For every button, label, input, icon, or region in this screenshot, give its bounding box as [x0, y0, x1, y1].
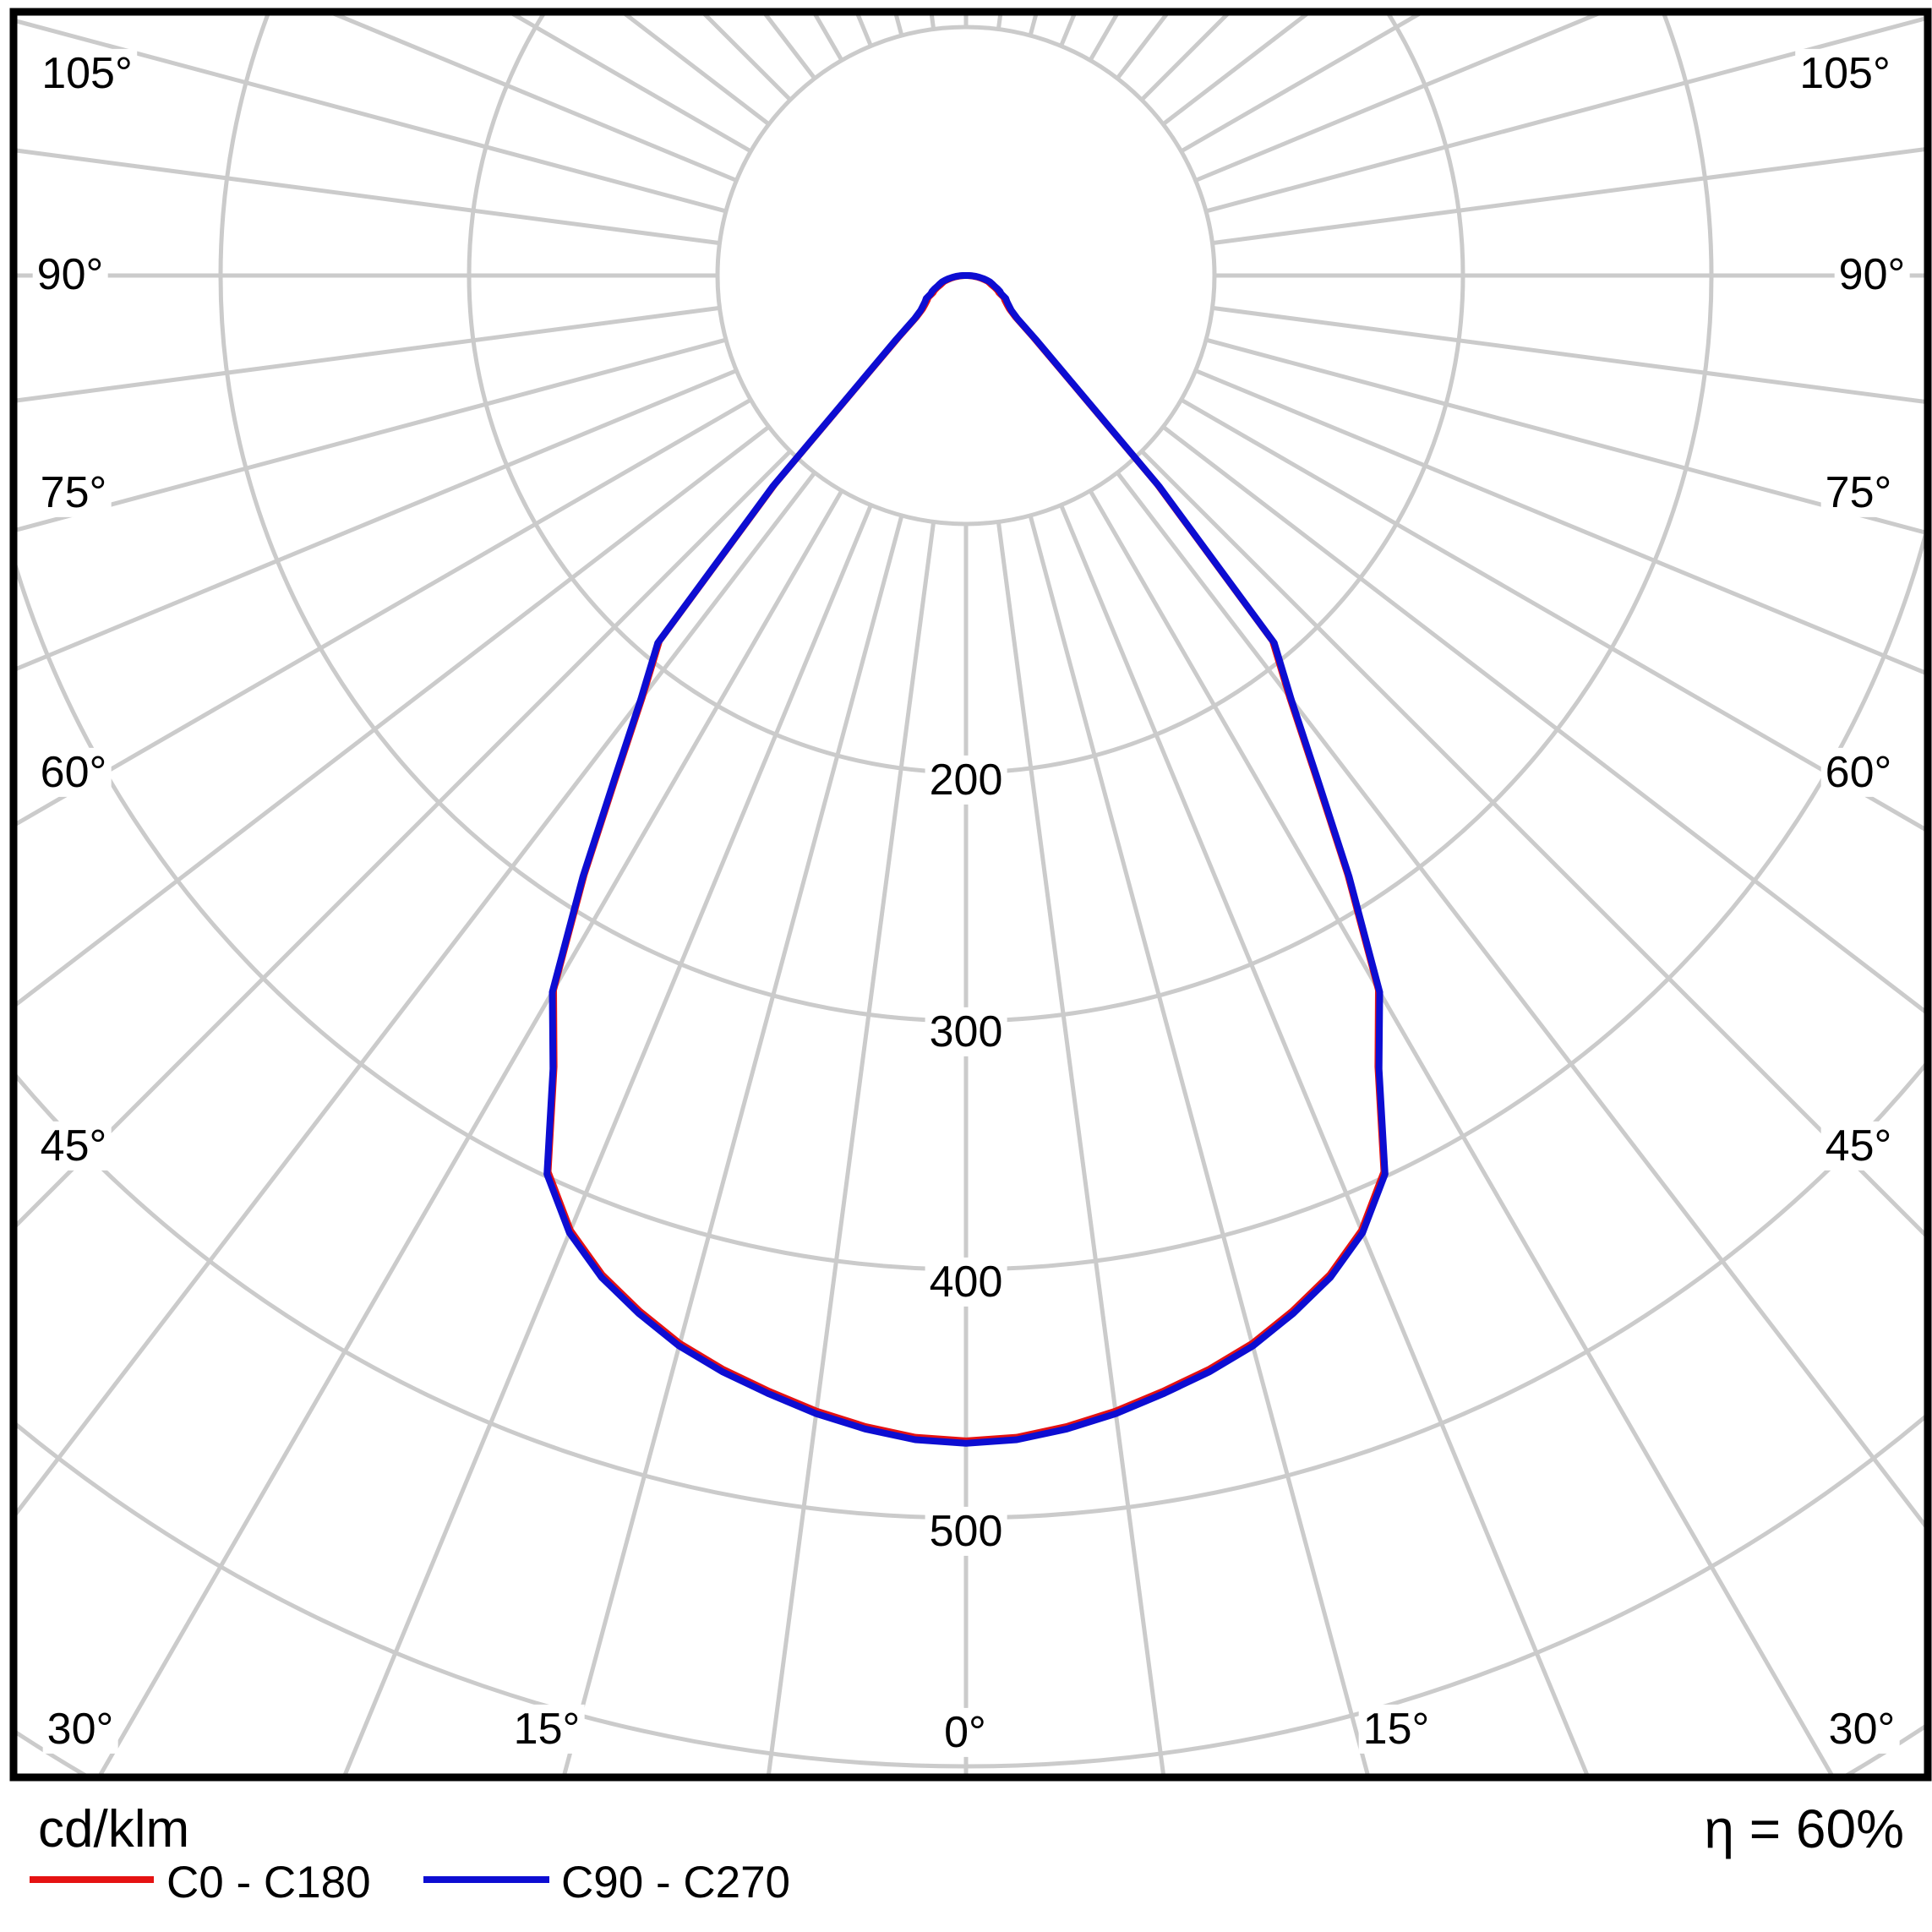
angle-label: 15°: [1358, 1704, 1434, 1755]
angle-label: 45°: [35, 1121, 112, 1171]
angle-label: 90°: [1834, 249, 1910, 300]
angle-label: 60°: [1820, 747, 1897, 798]
ring-value-label: 200: [925, 755, 1007, 805]
ring-value-label: 300: [925, 1007, 1007, 1057]
unit-label: cd/klm: [38, 1800, 190, 1858]
efficiency-label: η = 60%: [1704, 1798, 1904, 1859]
angle-label: 30°: [42, 1704, 118, 1755]
angle-label: 105°: [1795, 48, 1895, 99]
ring-value-label: 400: [925, 1257, 1007, 1307]
angle-label: 45°: [1820, 1121, 1897, 1171]
angle-label: 15°: [509, 1704, 585, 1755]
curve-c90-c270: [543, 272, 1389, 1447]
plot-border: [9, 8, 1932, 1782]
angle-label: 60°: [35, 747, 112, 798]
angle-label: 75°: [35, 467, 112, 518]
ring-value-label: 500: [925, 1506, 1007, 1557]
angle-label: 90°: [32, 249, 108, 300]
angle-label: 75°: [1820, 467, 1897, 518]
angle-label: 105°: [37, 48, 137, 99]
angle-label: 0°: [940, 1707, 991, 1758]
angle-label: 30°: [1824, 1704, 1900, 1755]
